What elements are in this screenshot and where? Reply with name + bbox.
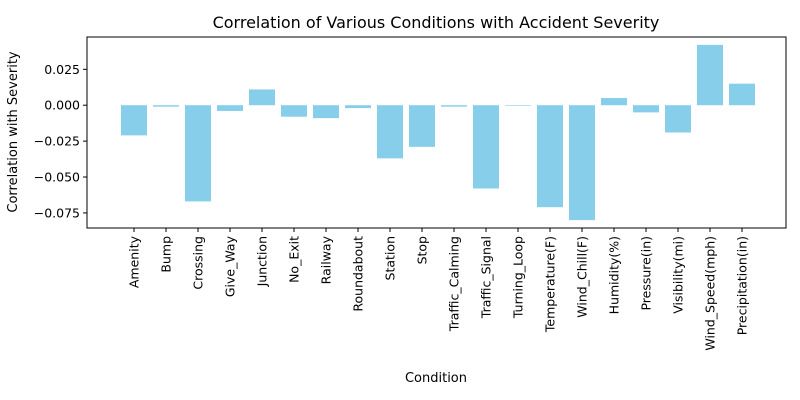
plot-area [121, 44, 755, 221]
x-tick-label: Traffic_Signal [479, 236, 494, 319]
x-tick-label: Turning_Loop [511, 236, 526, 319]
bar-junction [249, 89, 275, 106]
x-tick-label: Traffic_Calming [447, 236, 462, 332]
bar-pressure-in [633, 105, 659, 113]
bar-crossing [185, 105, 211, 202]
x-tick-label: Temperature(F) [543, 236, 558, 333]
y-tick-label: −0.050 [34, 170, 80, 185]
x-tick-label: Amenity [127, 235, 142, 288]
bar-humidity [601, 98, 627, 106]
bar-roundabout [345, 105, 371, 109]
bar-bump [153, 105, 179, 107]
x-tick-label: Crossing [191, 236, 206, 290]
x-axis: Amenity Bump Crossing Give_Way Junction No_Ex… [127, 228, 750, 351]
y-tick-label: 0.025 [44, 62, 80, 77]
x-axis-title: Condition [405, 371, 467, 386]
bar-give-way [217, 105, 243, 111]
bar-railway [313, 105, 339, 119]
x-tick-label: Wind_Speed(mph) [703, 236, 718, 351]
bar-station [377, 105, 403, 159]
bar-wind-speed-mph [697, 44, 723, 106]
x-tick-label: Humidity(%) [607, 236, 622, 314]
x-tick-label: Junction [255, 236, 270, 287]
bar-wind-chill-f [569, 105, 595, 221]
y-tick-label: −0.025 [34, 134, 80, 149]
bar-traffic-calming [441, 105, 467, 107]
x-tick-label: Bump [159, 236, 174, 273]
x-tick-label: Railway [319, 235, 334, 284]
bar-stop [409, 105, 435, 147]
y-axis-title: Correlation with Severity [6, 51, 21, 213]
chart-title: Correlation of Various Conditions with A… [213, 13, 660, 32]
bar-traffic-signal [473, 105, 499, 189]
x-tick-label: No_Exit [287, 236, 302, 283]
x-tick-label: Precipitation(in) [735, 236, 750, 335]
x-tick-label: Give_Way [223, 235, 238, 297]
x-tick-label: Wind_Chill(F) [575, 236, 590, 318]
x-tick-label: Stop [415, 236, 430, 264]
bar-no-exit [281, 105, 307, 117]
plot-frame [86, 36, 787, 229]
bar-amenity [121, 105, 147, 136]
x-tick-label: Station [383, 236, 398, 280]
x-tick-label: Visibility(mi) [671, 236, 686, 314]
y-tick-label: 0.000 [44, 98, 80, 113]
x-tick-label: Pressure(in) [639, 236, 654, 311]
y-tick-label: −0.075 [34, 205, 80, 220]
bar-visibility-mi [665, 105, 691, 133]
x-tick-label: Roundabout [351, 236, 366, 312]
bar-temperature-f [537, 105, 563, 208]
y-axis: 0.025 0.000 −0.025 −0.050 −0.075 [34, 62, 87, 220]
bar-precipitation-in [729, 83, 755, 106]
bar-turning-loop [505, 105, 531, 106]
